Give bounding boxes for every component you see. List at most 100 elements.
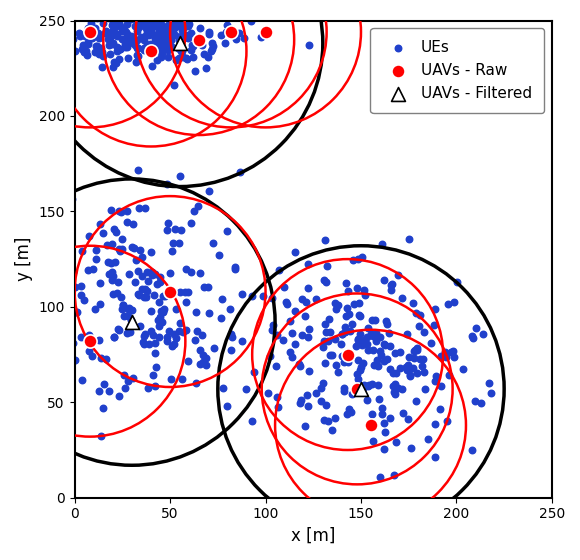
UEs <box>191 35 201 44</box>
UEs <box>342 311 351 320</box>
UEs <box>409 299 418 308</box>
UEs <box>150 31 159 40</box>
UEs <box>111 227 121 236</box>
UEs <box>95 50 104 59</box>
UEs <box>291 306 300 315</box>
UEs <box>117 35 126 44</box>
UEs <box>379 340 389 349</box>
UEs <box>204 30 213 39</box>
UEs <box>150 270 160 279</box>
UEs <box>437 352 446 361</box>
UEs <box>138 337 147 346</box>
UEs <box>109 25 118 34</box>
UEs <box>95 335 104 344</box>
UEs <box>57 47 67 56</box>
UEs <box>79 295 88 304</box>
UEs <box>176 171 185 180</box>
UEs <box>161 30 171 39</box>
UEs <box>431 371 440 380</box>
UEs <box>345 404 354 413</box>
UEs <box>184 19 194 28</box>
UEs <box>162 3 172 12</box>
UEs <box>358 253 367 262</box>
UEs <box>339 386 349 395</box>
UEs <box>109 289 118 298</box>
UEs <box>119 312 128 321</box>
UEs <box>89 27 99 36</box>
UEs <box>108 268 117 277</box>
UAVs - Raw <box>227 27 236 36</box>
UEs <box>360 290 369 299</box>
UEs <box>119 24 128 33</box>
UEs <box>124 32 133 41</box>
UEs <box>183 21 193 30</box>
UEs <box>269 321 278 330</box>
UEs <box>161 292 170 301</box>
UEs <box>340 323 350 332</box>
UEs <box>204 309 213 318</box>
UEs <box>379 445 389 454</box>
UEs <box>352 370 361 379</box>
UEs <box>471 323 480 332</box>
UEs <box>383 354 392 363</box>
UEs <box>167 43 176 52</box>
UEs <box>191 336 200 345</box>
UEs <box>343 358 353 367</box>
UEs <box>136 21 145 30</box>
UEs <box>153 315 162 324</box>
UEs <box>354 355 363 364</box>
UEs <box>85 231 94 240</box>
UEs <box>419 367 428 376</box>
UEs <box>98 52 107 60</box>
UEs <box>170 81 179 90</box>
UEs <box>201 360 211 369</box>
UEs <box>168 19 177 28</box>
UEs <box>217 31 226 40</box>
UEs <box>191 0 200 7</box>
UEs <box>169 239 178 248</box>
UEs <box>99 380 108 389</box>
UEs <box>61 420 71 429</box>
UEs <box>92 41 101 50</box>
UEs <box>138 252 147 261</box>
UEs <box>392 438 401 447</box>
UEs <box>130 277 139 286</box>
UEs <box>5 269 14 278</box>
UEs <box>143 384 152 393</box>
UEs <box>273 403 282 412</box>
UEs <box>135 22 144 31</box>
UEs <box>267 293 277 302</box>
UEs <box>128 33 137 42</box>
UEs <box>303 402 313 410</box>
UEs <box>119 371 129 380</box>
UEs <box>152 55 161 64</box>
UEs <box>353 374 362 383</box>
UEs <box>178 328 187 337</box>
UEs <box>226 305 235 314</box>
UEs <box>133 35 142 44</box>
UEs <box>367 409 376 418</box>
UEs <box>179 23 188 32</box>
UEs <box>192 307 201 316</box>
UEs <box>378 404 387 413</box>
UEs <box>182 264 191 273</box>
UEs <box>123 12 132 21</box>
UEs <box>280 282 289 291</box>
UEs <box>374 362 383 371</box>
UEs <box>134 267 143 276</box>
UEs <box>123 43 132 52</box>
UEs <box>354 298 364 307</box>
UEs <box>133 21 142 30</box>
UEs <box>189 206 198 215</box>
UEs <box>165 30 174 39</box>
UEs <box>124 270 133 279</box>
UEs <box>359 286 368 295</box>
UEs <box>48 296 57 305</box>
UEs <box>53 279 63 288</box>
UEs <box>26 323 35 332</box>
UEs <box>295 399 305 408</box>
UEs <box>62 31 71 40</box>
UEs <box>174 239 183 248</box>
UEs <box>83 266 92 275</box>
UEs <box>321 327 330 336</box>
